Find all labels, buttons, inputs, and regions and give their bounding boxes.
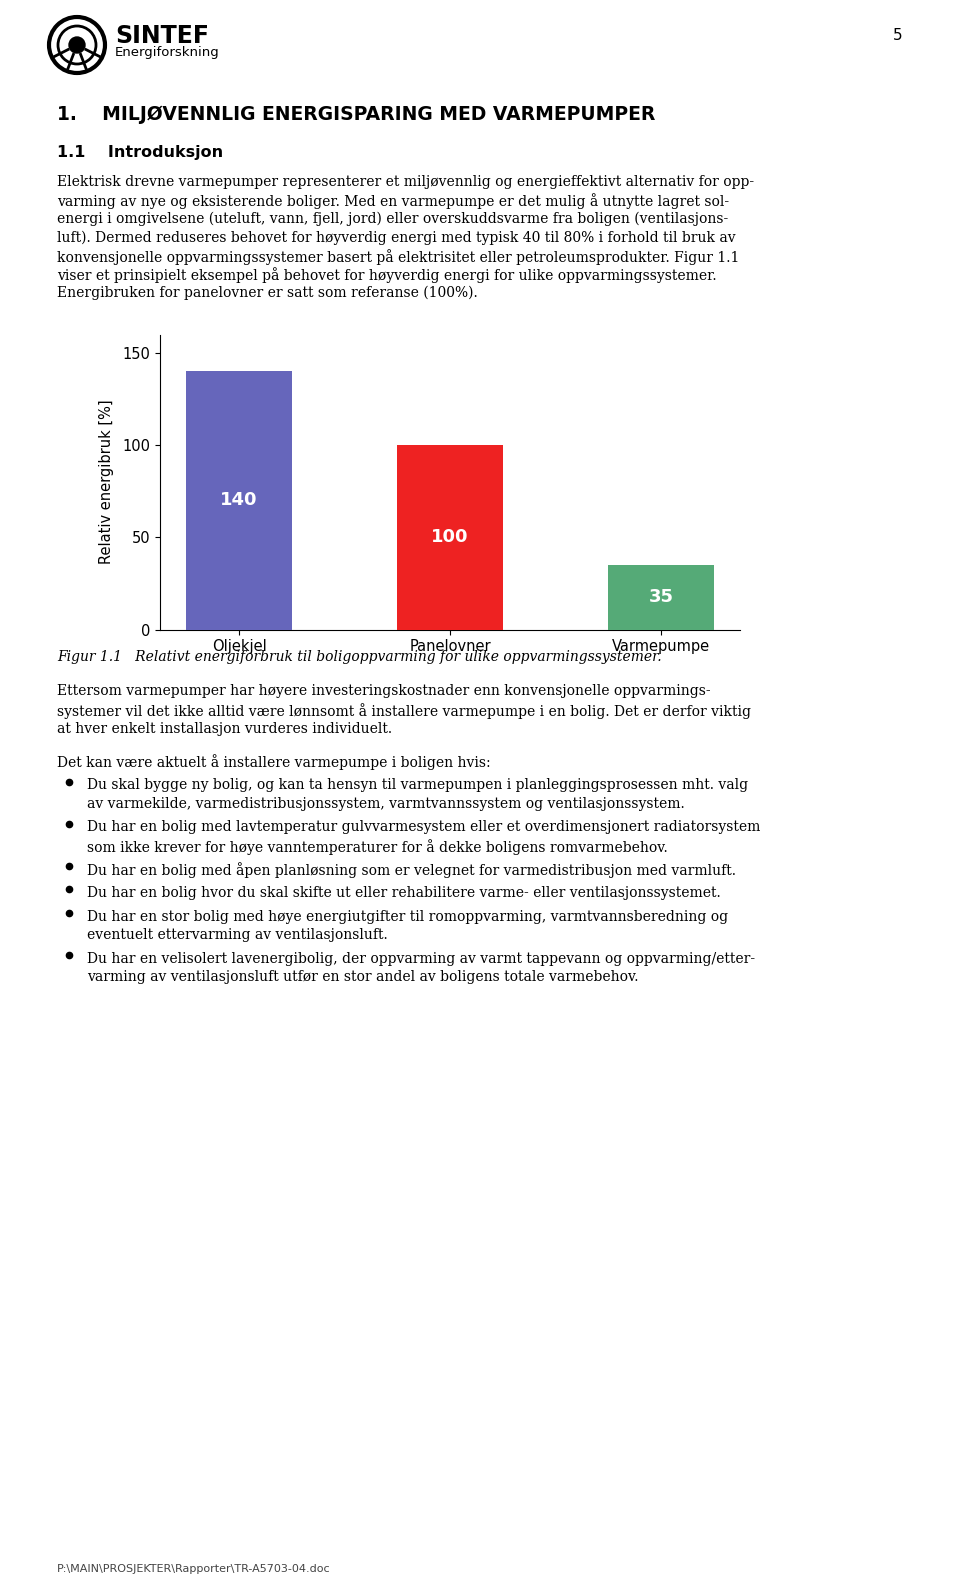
Bar [397,445,503,630]
Text: varming av ventilasjonsluft utfør en stor andel av boligens totale varmebehov.: varming av ventilasjonsluft utfør en sto… [87,970,638,984]
Text: Du har en bolig med åpen planløsning som er velegnet for varmedistribusjon med v: Du har en bolig med åpen planløsning som… [87,862,736,878]
Bar [609,565,713,630]
Y-axis label: Relativ energibruk [%]: Relativ energibruk [%] [99,400,114,565]
Text: Ettersom varmepumper har høyere investeringskostnader enn konvensjonelle oppvarm: Ettersom varmepumper har høyere invester… [57,685,710,699]
Text: Du har en bolig med lavtemperatur gulvvarmesystem eller et overdimensjonert radi: Du har en bolig med lavtemperatur gulvva… [87,821,760,834]
Text: varming av nye og eksisterende boliger. Med en varmepumpe er det mulig å utnytte: varming av nye og eksisterende boliger. … [57,193,730,209]
Text: Du har en velisolert lavenergibolig, der oppvarming av varmt tappevann og oppvar: Du har en velisolert lavenergibolig, der… [87,951,756,965]
Text: 140: 140 [221,492,258,509]
Text: Du har en stor bolig med høye energiutgifter til romoppvarming, varmtvannsberedn: Du har en stor bolig med høye energiutgi… [87,910,728,924]
Text: konvensjonelle oppvarmingssystemer basert på elektrisitet eller petroleumsproduk: konvensjonelle oppvarmingssystemer baser… [57,248,739,264]
Circle shape [69,36,85,54]
Text: Energibruken for panelovner er satt som referanse (100%).: Energibruken for panelovner er satt som … [57,286,478,301]
Text: viser et prinsipielt eksempel på behovet for høyverdig energi for ulike oppvarmi: viser et prinsipielt eksempel på behovet… [57,267,716,283]
Text: Det kan være aktuelt å installere varmepumpe i boligen hvis:: Det kan være aktuelt å installere varmep… [57,755,491,770]
Text: P:\MAIN\PROSJEKTER\Rapporter\TR-A5703-04.doc: P:\MAIN\PROSJEKTER\Rapporter\TR-A5703-04… [57,1565,330,1574]
Text: Energiforskning: Energiforskning [115,46,220,59]
Text: Elektrisk drevne varmepumper representerer et miljøvennlig og energieffektivt al: Elektrisk drevne varmepumper representer… [57,176,755,188]
Text: Du skal bygge ny bolig, og kan ta hensyn til varmepumpen i planleggingsprosessen: Du skal bygge ny bolig, og kan ta hensyn… [87,778,748,793]
Text: energi i omgivelsene (uteluft, vann, fjell, jord) eller overskuddsvarme fra boli: energi i omgivelsene (uteluft, vann, fje… [57,212,729,226]
Text: luft). Dermed reduseres behovet for høyverdig energi med typisk 40 til 80% i for: luft). Dermed reduseres behovet for høyv… [57,231,735,245]
Text: SINTEF: SINTEF [115,24,209,47]
Text: at hver enkelt installasjon vurderes individuelt.: at hver enkelt installasjon vurderes ind… [57,721,392,736]
Text: 1.  MILJØVENNLIG ENERGISPARING MED VARMEPUMPER: 1. MILJØVENNLIG ENERGISPARING MED VARMEP… [57,104,656,123]
Text: 35: 35 [648,589,673,606]
Text: 1.1    Introduksjon: 1.1 Introduksjon [57,146,223,160]
Text: 5: 5 [894,28,903,43]
Text: Figur 1.1   Relativt energiforbruk til boligoppvarming for ulike oppvarmingssyst: Figur 1.1 Relativt energiforbruk til bol… [57,650,661,663]
Text: som ikke krever for høye vanntemperaturer for å dekke boligens romvarmebehov.: som ikke krever for høye vanntemperature… [87,838,668,854]
Text: Du har en bolig hvor du skal skifte ut eller rehabilitere varme- eller ventilasj: Du har en bolig hvor du skal skifte ut e… [87,886,721,900]
Text: av varmekilde, varmedistribusjonssystem, varmtvannssystem og ventilasjonssystem.: av varmekilde, varmedistribusjonssystem,… [87,797,684,812]
Bar [186,372,292,630]
Text: 100: 100 [431,528,468,546]
Text: systemer vil det ikke alltid være lønnsomt å installere varmepumpe i en bolig. D: systemer vil det ikke alltid være lønnso… [57,702,751,718]
Text: eventuelt ettervarming av ventilasjonsluft.: eventuelt ettervarming av ventilasjonslu… [87,929,388,941]
